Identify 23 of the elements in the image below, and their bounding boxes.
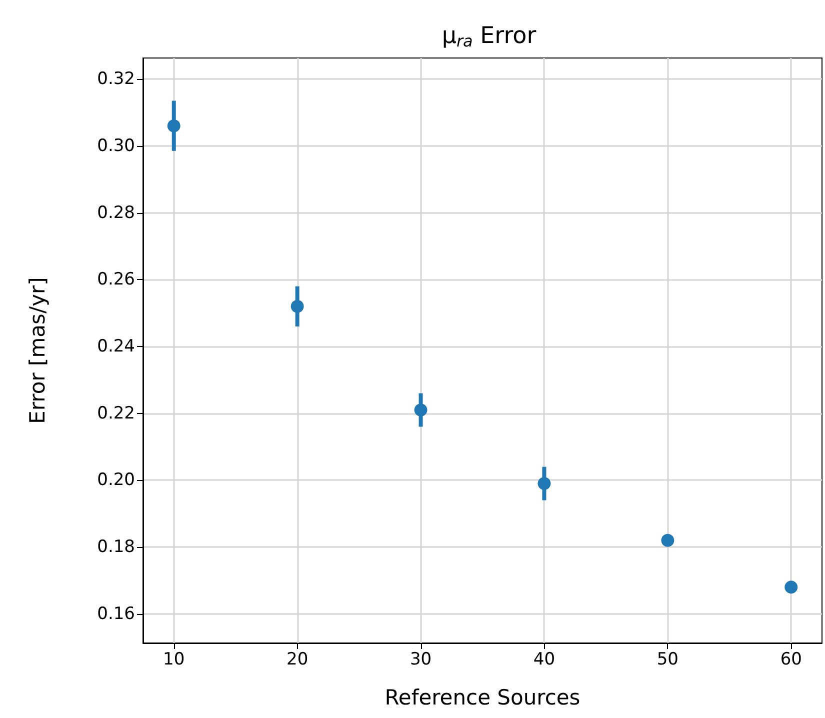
point xyxy=(661,534,674,547)
x-tick-label: 10 xyxy=(163,650,185,670)
x-tick-label: 40 xyxy=(533,650,556,670)
y-tick-label: 0.18 xyxy=(97,537,135,558)
point xyxy=(784,580,798,594)
x-tick-label: 50 xyxy=(656,650,678,670)
y-tick-label: 0.28 xyxy=(97,202,135,223)
x-axis-title: Reference Sources xyxy=(384,686,580,710)
y-tick-label: 0.22 xyxy=(97,403,135,424)
y-tick-label: 0.32 xyxy=(97,69,135,90)
point xyxy=(290,300,304,313)
x-tick-label: 30 xyxy=(410,650,432,670)
y-tick-label: 0.26 xyxy=(97,270,135,290)
y-axis-title: Error [mas/yr] xyxy=(26,277,50,424)
y-tick-label: 0.24 xyxy=(97,336,135,356)
y-tick-label: 0.20 xyxy=(97,470,135,490)
x-tick-label: 60 xyxy=(780,650,802,670)
y-tick-label: 0.16 xyxy=(97,604,135,624)
y-tick-label: 0.30 xyxy=(97,136,135,156)
x-tick-label: 20 xyxy=(286,650,308,670)
point xyxy=(414,404,428,416)
point xyxy=(538,477,551,490)
point xyxy=(167,119,180,132)
